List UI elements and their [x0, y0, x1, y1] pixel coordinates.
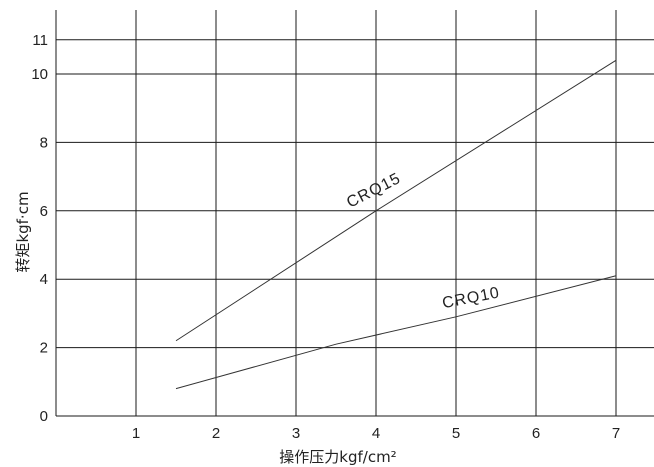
y-axis-title: 转矩kgf·cm	[14, 191, 32, 272]
x-tick-label: 4	[372, 425, 380, 442]
grid	[55, 10, 654, 417]
y-tick-label: 4	[40, 271, 48, 288]
series-labels: CRQ15 CRQ10	[344, 170, 501, 312]
y-tick-label: 0	[40, 408, 48, 425]
x-tick-label: 7	[612, 425, 620, 442]
series-line-crq10	[175, 275, 617, 390]
x-tick-label: 1	[132, 425, 140, 442]
series-lines	[175, 59, 617, 390]
y-tick-label: 11	[32, 32, 48, 49]
series-label-crq10: CRQ10	[441, 284, 502, 312]
x-axis-title: 操作压力kgf/cm²	[279, 448, 396, 466]
y-tick-label: 2	[40, 340, 48, 357]
x-tick-label: 3	[292, 425, 300, 442]
x-tick-label: 2	[212, 425, 220, 442]
y-tick-label: 10	[31, 66, 48, 83]
series-line-crq15	[175, 59, 617, 342]
series-label-crq15: CRQ15	[344, 170, 404, 212]
y-tick-label: 6	[40, 203, 48, 220]
y-tick-label: 8	[40, 134, 48, 151]
x-tick-label: 5	[452, 425, 460, 442]
tick-labels: 1 2 3 4 5 6 7 0 2 4 6 8 10 11	[31, 32, 620, 442]
x-tick-label: 6	[532, 425, 540, 442]
